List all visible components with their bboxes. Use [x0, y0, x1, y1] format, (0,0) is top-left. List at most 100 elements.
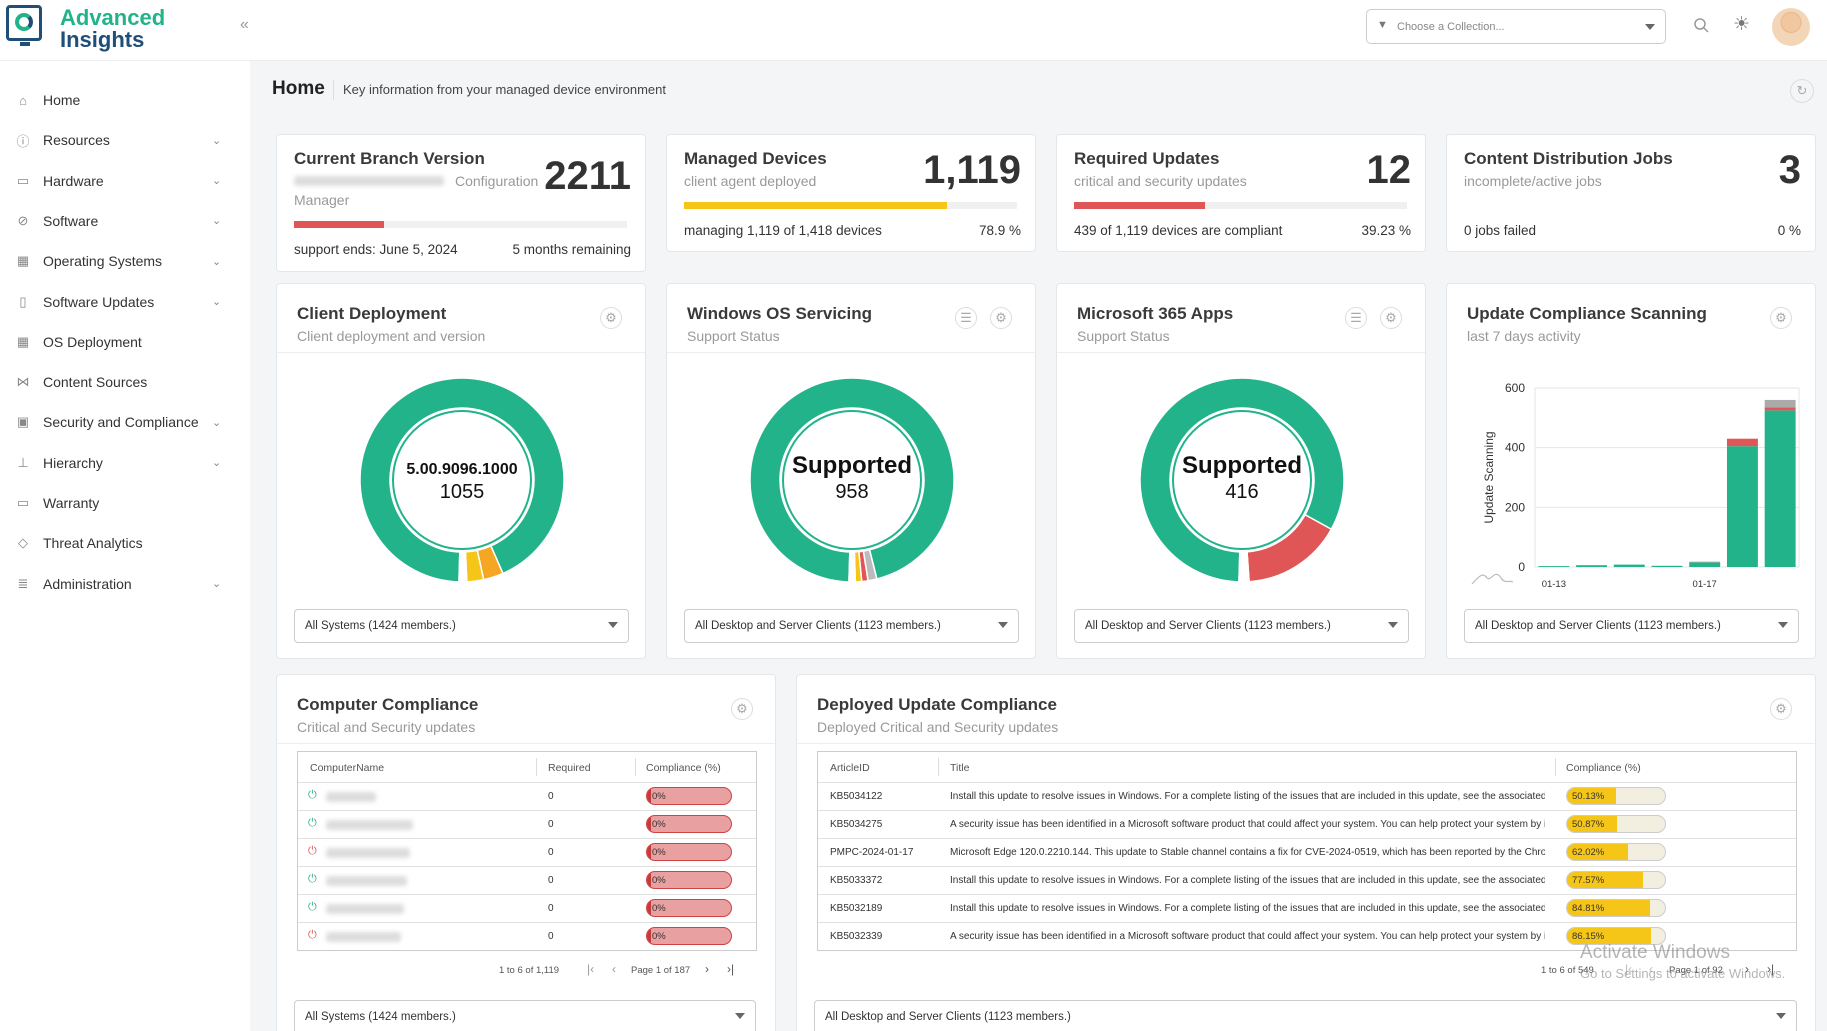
pager-prev-icon[interactable]: ‹ — [1649, 962, 1653, 976]
avatar[interactable] — [1772, 8, 1810, 46]
col-header-required[interactable]: Required — [548, 762, 591, 774]
deployed-compliance-panel: Deployed Update Compliance Deployed Crit… — [796, 674, 1816, 1031]
bar-segment[interactable] — [1764, 407, 1796, 411]
search-icon[interactable] — [1693, 17, 1709, 33]
bar-segment[interactable] — [1764, 410, 1796, 567]
cell-required: 0 — [548, 819, 554, 830]
bar-segment[interactable] — [1764, 399, 1796, 408]
col-divider — [1555, 758, 1556, 776]
table-row[interactable]: ⏻ 0 0% — [298, 810, 756, 838]
settings-gear-icon[interactable]: ⚙ — [1770, 698, 1792, 720]
table-row[interactable]: KB5032339 A security issue has been ident… — [818, 922, 1796, 950]
donut-segment[interactable] — [749, 377, 955, 583]
kpi-jobs-value: 3 — [1778, 148, 1801, 192]
compliance-value: 50.87% — [1572, 819, 1605, 830]
client-deployment-title: Client Deployment — [297, 304, 447, 323]
table-row[interactable]: ⏻ 0 0% — [298, 866, 756, 894]
bar-segment[interactable] — [1613, 564, 1645, 567]
computer-compliance-collection-select[interactable]: All Systems (1424 members.) — [294, 1000, 756, 1031]
settings-gear-icon[interactable]: ⚙ — [990, 307, 1012, 329]
col-header-compliance[interactable]: Compliance (%) — [1566, 762, 1641, 774]
sidebar-item-hardware[interactable]: ▭ Hardware ⌄ — [0, 161, 250, 201]
list-icon[interactable]: ☰ — [955, 307, 977, 329]
sidebar-item-threat-analytics[interactable]: ◇ Threat Analytics — [0, 523, 250, 563]
pager-next-icon[interactable]: › — [705, 962, 709, 976]
theme-toggle-icon[interactable]: ☀ — [1733, 14, 1751, 35]
compliance-bar: 0% — [646, 927, 732, 945]
compliance-bar-fill — [1567, 816, 1617, 832]
refresh-icon[interactable]: ↻ — [1790, 79, 1814, 103]
donut-segment[interactable] — [1238, 551, 1250, 583]
pager-first-icon[interactable]: |‹ — [587, 962, 595, 976]
cell-title: A security issue has been identified in … — [950, 931, 1545, 942]
donut-segment[interactable] — [359, 377, 565, 583]
sidebar-item-software[interactable]: ⊘ Software ⌄ — [0, 201, 250, 241]
sidebar-item-warranty[interactable]: ▭ Warranty — [0, 483, 250, 523]
pager-first-icon[interactable]: |‹ — [1625, 962, 1633, 976]
sidebar-item-software-updates[interactable]: ▯ Software Updates ⌄ — [0, 282, 250, 322]
sidebar-item-operating-systems[interactable]: ▦ Operating Systems ⌄ — [0, 241, 250, 281]
sidebar-item-resources[interactable]: ⓘ Resources ⌄ — [0, 120, 250, 160]
bar-segment[interactable] — [1726, 438, 1758, 447]
settings-gear-icon[interactable]: ⚙ — [600, 307, 622, 329]
table-row[interactable]: ⏻ 0 0% — [298, 782, 756, 810]
sidebar-item-os-deployment[interactable]: ▦ OS Deployment — [0, 322, 250, 362]
activation-watermark-sub: Go to Settings to activate Windows. — [1580, 966, 1786, 981]
sidebar-item-label: Threat Analytics — [43, 535, 143, 552]
table-row[interactable]: ⏻ 0 0% — [298, 922, 756, 950]
minimap-sparkline[interactable] — [1471, 573, 1514, 585]
sidebar-item-label: Security and Compliance — [43, 414, 199, 431]
donut-segment[interactable] — [1139, 377, 1345, 583]
m365-apps-collection-select[interactable]: All Desktop and Server Clients (1123 mem… — [1074, 609, 1409, 643]
bar-segment[interactable] — [1726, 446, 1758, 567]
kpi-branch-value: 2211 — [544, 154, 631, 198]
settings-gear-icon[interactable]: ⚙ — [1380, 307, 1402, 329]
bar-segment[interactable] — [1538, 566, 1570, 567]
client-deployment-collection-select[interactable]: All Systems (1424 members.) — [294, 609, 629, 643]
donut-inner-ring — [782, 410, 922, 550]
bar-segment[interactable] — [1651, 565, 1683, 567]
table-row[interactable]: KB5033372 Install this update to resolve … — [818, 866, 1796, 894]
table-row[interactable]: KB5034275 A security issue has been ident… — [818, 810, 1796, 838]
collection-select[interactable]: ▼ Choose a Collection... — [1366, 9, 1666, 44]
col-header-computername[interactable]: ComputerName — [310, 762, 385, 774]
settings-gear-icon[interactable]: ⚙ — [1770, 307, 1792, 329]
table-row[interactable]: ⏻ 0 0% — [298, 894, 756, 922]
donut-segment[interactable] — [458, 551, 468, 583]
list-icon[interactable]: ☰ — [1345, 307, 1367, 329]
update-scanning-sub: last 7 days activity — [1467, 328, 1581, 344]
kpi-branch-footer-right: 5 months remaining — [512, 242, 631, 257]
sidebar-item-administration[interactable]: ≣ Administration ⌄ — [0, 564, 250, 604]
logo-text-insights: Insights — [60, 27, 145, 52]
bar-segment[interactable] — [1576, 565, 1608, 567]
sidebar-item-home[interactable]: ⌂ Home — [0, 80, 250, 120]
compliance-bar-fill — [1567, 900, 1651, 916]
chevron-down-icon: ⌄ — [212, 457, 222, 470]
pager-last-icon[interactable]: ›| — [1767, 962, 1775, 976]
cell-required: 0 — [548, 903, 554, 914]
bar-segment[interactable] — [1689, 562, 1721, 567]
bar-segment[interactable] — [1689, 561, 1721, 563]
sidebar-item-security-and-compliance[interactable]: ▣ Security and Compliance ⌄ — [0, 402, 250, 442]
deployed-compliance-collection-select[interactable]: All Desktop and Server Clients (1123 mem… — [814, 1000, 1797, 1031]
select-value: All Desktop and Server Clients (1123 mem… — [1475, 620, 1721, 632]
table-row[interactable]: KB5034122 Install this update to resolve … — [818, 782, 1796, 810]
settings-gear-icon[interactable]: ⚙ — [731, 698, 753, 720]
pager-prev-icon[interactable]: ‹ — [612, 962, 616, 976]
pager-last-icon[interactable]: ›| — [727, 962, 735, 976]
kpi-updates-track — [1074, 202, 1407, 209]
col-header-articleid[interactable]: ArticleID — [830, 762, 870, 774]
collapse-sidebar-icon[interactable]: « — [240, 16, 249, 33]
panel-divider — [667, 352, 1035, 353]
col-header-title[interactable]: Title — [950, 762, 970, 774]
table-row[interactable]: KB5032189 Install this update to resolve … — [818, 894, 1796, 922]
table-row[interactable]: ⏻ 0 0% — [298, 838, 756, 866]
sidebar-item-hierarchy[interactable]: ⊥ Hierarchy ⌄ — [0, 443, 250, 483]
update-scanning-collection-select[interactable]: All Desktop and Server Clients (1123 mem… — [1464, 609, 1799, 643]
col-header-compliance[interactable]: Compliance (%) — [646, 762, 721, 774]
windows-servicing-collection-select[interactable]: All Desktop and Server Clients (1123 mem… — [684, 609, 1019, 643]
donut-segment[interactable] — [848, 551, 857, 583]
table-row[interactable]: PMPC-2024-01-17 Microsoft Edge 120.0.2210… — [818, 838, 1796, 866]
pager-next-icon[interactable]: › — [1745, 962, 1749, 976]
sidebar-item-content-sources[interactable]: ⋈ Content Sources — [0, 362, 250, 402]
